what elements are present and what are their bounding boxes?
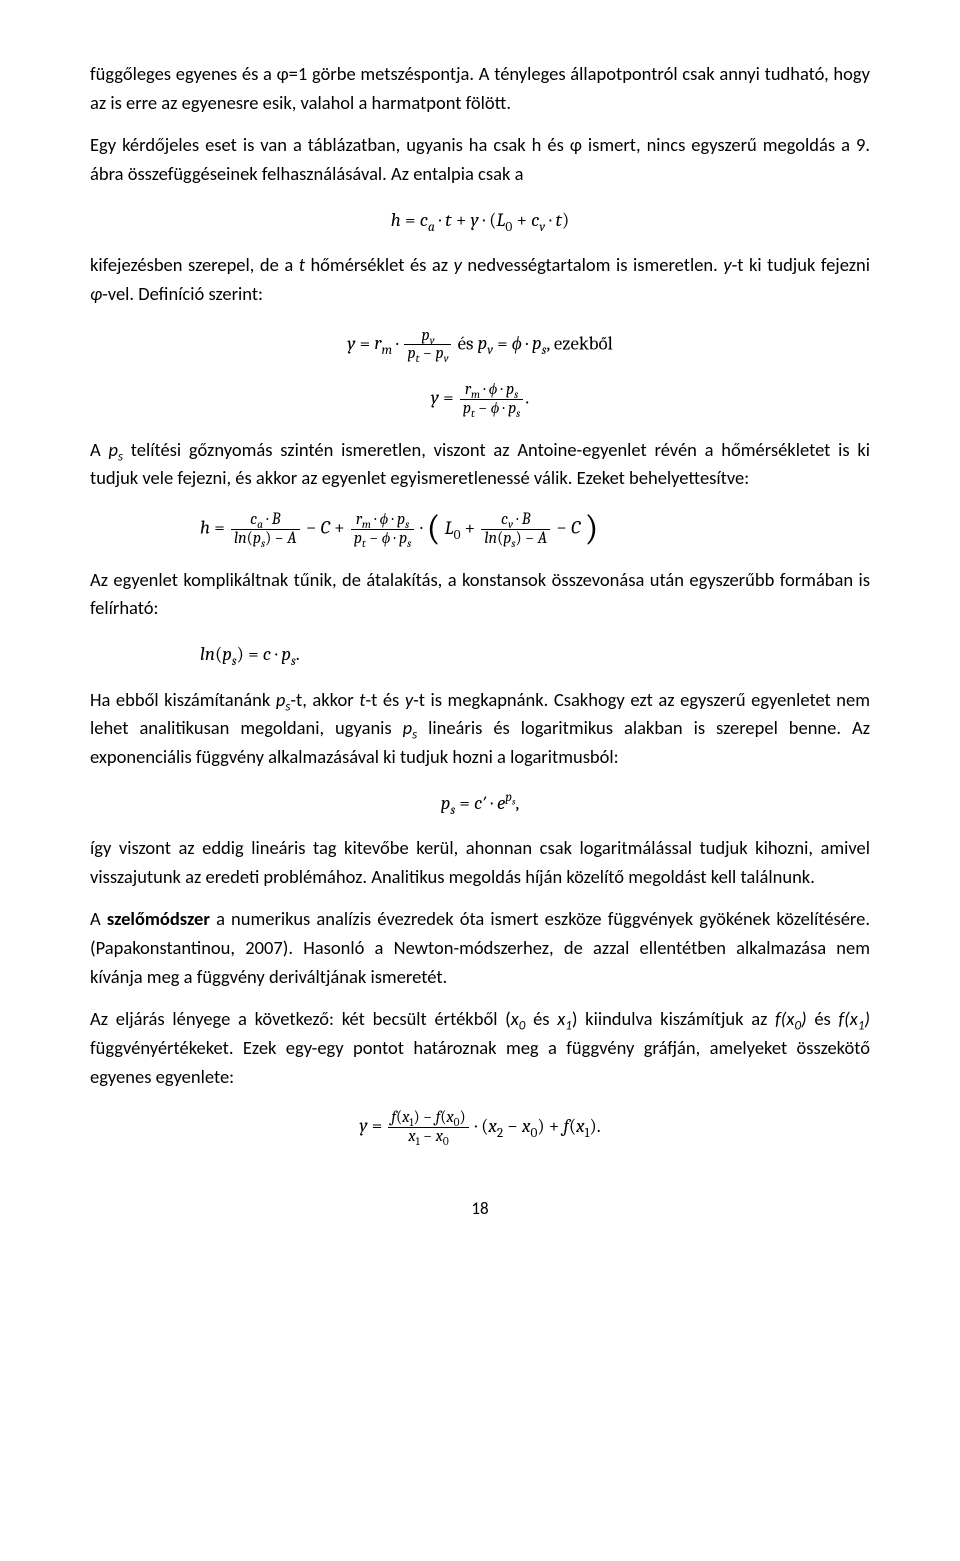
text: így viszont az eddig lineáris tag kitevő…: [90, 836, 870, 888]
paragraph-1: függőleges egyenes és a φ=1 görbe metszé…: [90, 60, 870, 117]
paragraph-5: Az egyenlet komplikáltnak tűnik, de átal…: [90, 566, 870, 623]
numerator: f(x1) − f(x0): [388, 1109, 468, 1128]
paragraph-4: A ps telítési gőznyomás szintén ismeretl…: [90, 436, 870, 493]
text: A ps telítési gőznyomás szintén ismeretl…: [90, 438, 870, 490]
fraction-3: cv · B ln(ps) − A: [481, 511, 550, 548]
eq-text: − C: [556, 517, 580, 539]
denominator: pt − pv: [404, 345, 451, 363]
paren-left: (: [427, 508, 441, 549]
equation-6: y = f(x1) − f(x0) x1 − x0 · (x2 − x0) + …: [90, 1109, 870, 1146]
numerator: rm · ϕ · ps: [351, 511, 414, 530]
equation-5: ps = c′ · eps,: [90, 790, 870, 817]
paragraph-6: Ha ebből kiszámítanánk ps-t, akkor t-t é…: [90, 686, 870, 772]
fraction: pv pt − pv: [404, 327, 451, 364]
eq-text: y = rm ·: [347, 332, 402, 354]
denominator: pt − ϕ · ps: [351, 530, 414, 548]
eq-text: h = ca · t + y · (L0 + cv · t): [391, 209, 570, 231]
numerator: cv · B: [481, 511, 550, 530]
eq-text: y =: [359, 1115, 386, 1137]
text: Ha ebből kiszámítanánk ps-t, akkor t-t é…: [90, 688, 870, 768]
page-number: 18: [90, 1196, 870, 1222]
equation-3: h = ca · B ln(ps) − A − C + rm · ϕ · ps …: [200, 511, 870, 548]
denominator: ln(ps) − A: [231, 530, 300, 548]
eq-text: ps = c′ · eps,: [441, 792, 519, 814]
numerator: ca · B: [231, 511, 300, 530]
equation-2b: y = rm · ϕ · ps pt − ϕ · ps .: [90, 381, 870, 418]
text: Egy kérdőjeles eset is van a táblázatban…: [90, 133, 870, 185]
denominator: x1 − x0: [388, 1128, 468, 1146]
equation-1: h = ca · t + y · (L0 + cv · t): [90, 207, 870, 234]
denominator: ln(ps) − A: [481, 530, 550, 548]
fraction-1: ca · B ln(ps) − A: [231, 511, 300, 548]
eq-text: − C +: [306, 517, 349, 539]
fraction: rm · ϕ · ps pt − ϕ · ps: [460, 381, 523, 418]
paragraph-9: Az eljárás lényege a következő: két becs…: [90, 1005, 870, 1091]
eq-text: y =: [431, 387, 458, 409]
text: kifejezésben szerepel, de a t hőmérsékle…: [90, 253, 870, 305]
fraction-2: rm · ϕ · ps pt − ϕ · ps: [351, 511, 414, 548]
page-content: függőleges egyenes és a φ=1 görbe metszé…: [0, 0, 960, 1272]
eq-text: ln(ps) = c · ps.: [200, 643, 300, 665]
text: A: [90, 907, 107, 930]
eq-text: és pv = ϕ · ps, ezekből: [458, 332, 613, 354]
paragraph-8: A szelőmódszer a numerikus analízis évez…: [90, 905, 870, 991]
equation-2a: y = rm · pv pt − pv és pv = ϕ · ps, ezek…: [90, 327, 870, 364]
text: Az eljárás lényege a következő: két becs…: [90, 1007, 870, 1087]
eq-text: L0 +: [445, 517, 480, 539]
paren-right: ): [585, 508, 599, 549]
paragraph-2: Egy kérdőjeles eset is van a táblázatban…: [90, 131, 870, 188]
text: 18: [471, 1198, 488, 1219]
text: Az egyenlet komplikáltnak tűnik, de átal…: [90, 568, 870, 620]
paragraph-3: kifejezésben szerepel, de a t hőmérsékle…: [90, 251, 870, 308]
eq-text: .: [525, 387, 529, 409]
denominator: pt − ϕ · ps: [460, 400, 523, 418]
eq-text: · (x2 − x0) + f(x1).: [475, 1115, 601, 1137]
fraction: f(x1) − f(x0) x1 − x0: [388, 1109, 468, 1146]
text: függőleges egyenes és a φ=1 görbe metszé…: [90, 62, 870, 114]
numerator: rm · ϕ · ps: [460, 381, 523, 400]
equation-4: ln(ps) = c · ps.: [200, 641, 870, 668]
bold-term: szelőmódszer: [107, 907, 210, 930]
eq-text: h =: [200, 517, 229, 539]
paragraph-7: így viszont az eddig lineáris tag kitevő…: [90, 834, 870, 891]
numerator: pv: [404, 327, 451, 346]
